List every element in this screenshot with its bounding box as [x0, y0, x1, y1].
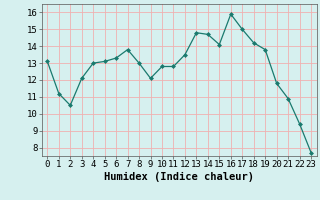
- X-axis label: Humidex (Indice chaleur): Humidex (Indice chaleur): [104, 172, 254, 182]
